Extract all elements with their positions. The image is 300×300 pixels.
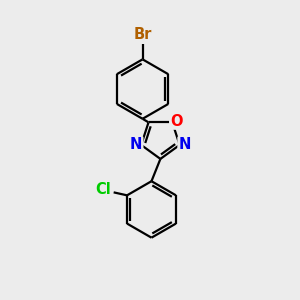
Text: Br: Br [134,28,152,43]
Text: N: N [130,137,142,152]
Text: O: O [170,114,183,129]
Text: Cl: Cl [95,182,110,197]
Text: N: N [178,137,191,152]
